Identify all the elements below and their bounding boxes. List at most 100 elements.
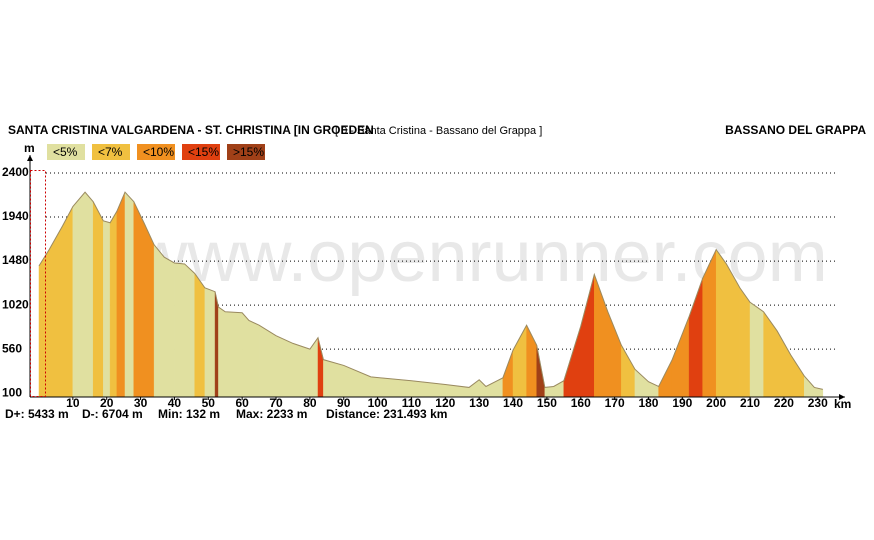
profile-segment [204, 287, 216, 398]
profile-segment [84, 191, 94, 398]
profile-segment [292, 343, 311, 398]
profile-line [38, 191, 823, 390]
x-arrow [839, 394, 845, 400]
profile-segment [224, 311, 243, 398]
profile-segment [776, 329, 791, 398]
end-label: BASSANO DEL GRAPPA [725, 123, 866, 137]
profile-segment [715, 248, 727, 398]
profile-segment [218, 306, 226, 398]
stat: D+: 5433 m [5, 407, 69, 421]
y-tick-label: 100 [2, 385, 22, 399]
x-tick-label: 190 [672, 396, 692, 410]
profile-segment [323, 359, 344, 398]
y-arrow [27, 155, 33, 161]
profile-segment [258, 324, 277, 398]
chart-subtitle: [ 0 - Santa Cristina - Bassano del Grapp… [335, 125, 542, 137]
profile-segment [103, 220, 111, 398]
profile-segment [485, 377, 504, 398]
x-axis-label: km [834, 397, 851, 411]
x-tick-label: 40 [168, 396, 182, 410]
profile-segment [275, 335, 294, 398]
profile-segment [749, 301, 764, 398]
profile-segment [133, 201, 145, 398]
stat: D-: 6704 m [82, 407, 143, 421]
legend-swatch [137, 144, 175, 160]
profile-segment [563, 326, 582, 398]
profile-segment [153, 244, 165, 398]
profile-segment [248, 320, 260, 398]
y-tick-label: 2400 [2, 165, 29, 179]
profile-segment [72, 191, 86, 398]
profile-segment [62, 206, 74, 398]
profile-segment [164, 256, 175, 398]
x-tick-label: 150 [537, 396, 557, 410]
profile-segment [241, 312, 250, 398]
profile-segment [634, 368, 649, 398]
x-tick-label: 170 [605, 396, 625, 410]
x-tick-label: 160 [571, 396, 591, 410]
profile-segment [468, 379, 480, 398]
x-tick-label: 100 [368, 396, 388, 410]
x-tick-label: 20 [100, 396, 114, 410]
profile-segment [194, 272, 206, 398]
stat: Min: 132 m [158, 407, 220, 421]
profile-segment [343, 365, 372, 398]
x-tick-label: 130 [469, 396, 489, 410]
start-marker [30, 170, 46, 397]
legend-label: <7% [98, 145, 123, 159]
profile-segment [317, 337, 324, 398]
x-tick-label: 50 [202, 396, 216, 410]
x-tick-label: 140 [503, 396, 523, 410]
x-tick-label: 10 [66, 396, 80, 410]
x-tick-label: 30 [134, 396, 148, 410]
profile-segment [38, 248, 50, 398]
profile-segment [411, 380, 446, 398]
plot [38, 172, 838, 398]
x-tick-label: 120 [435, 396, 455, 410]
profile-segment [790, 354, 805, 398]
stat: Max: 2233 m [236, 407, 307, 421]
y-tick-label: 1940 [2, 209, 29, 223]
x-tick-label: 230 [808, 396, 828, 410]
y-tick-label: 560 [2, 341, 22, 355]
x-tick-label: 210 [740, 396, 760, 410]
profile-segment [671, 316, 690, 398]
x-tick-label: 220 [774, 396, 794, 410]
x-tick-label: 70 [269, 396, 283, 410]
legend-label: >15% [233, 145, 264, 159]
profile-segment [143, 222, 155, 398]
legend-swatch [92, 144, 130, 160]
x-tick-label: 110 [402, 396, 422, 410]
profile-segment [174, 262, 185, 398]
profile-segment [92, 201, 104, 398]
legend-label: <15% [188, 145, 219, 159]
profile-segment [621, 344, 636, 398]
legend-swatch [227, 144, 265, 160]
x-tick-label: 60 [235, 396, 249, 410]
x-tick-label: 80 [303, 396, 317, 410]
profile-segment [109, 210, 118, 398]
profile-segment [607, 311, 622, 398]
profile-segment [214, 291, 219, 398]
x-tick-label: 90 [337, 396, 351, 410]
y-tick-label: 1020 [2, 297, 29, 311]
profile-segment [512, 325, 527, 398]
legend-swatch [182, 144, 220, 160]
legend-label: <10% [143, 145, 174, 159]
legend-label: <5% [53, 145, 78, 159]
profile-segment [116, 192, 126, 398]
profile-segment [48, 224, 63, 398]
profile-segment [478, 379, 487, 398]
profile-segment [658, 359, 673, 398]
x-tick-label: 200 [706, 396, 726, 410]
y-axis-label: m [24, 141, 35, 155]
legend-swatch [47, 144, 85, 160]
y-tick-label: 1480 [2, 253, 29, 267]
profile-segment [803, 375, 815, 398]
profile-segment [184, 263, 196, 398]
stat: Distance: 231.493 km [326, 407, 447, 421]
profile-segment [124, 191, 135, 398]
chart-title: SANTA CRISTINA VALGARDENA - ST. CHRISTIN… [8, 123, 374, 137]
profile-segment [763, 311, 778, 398]
